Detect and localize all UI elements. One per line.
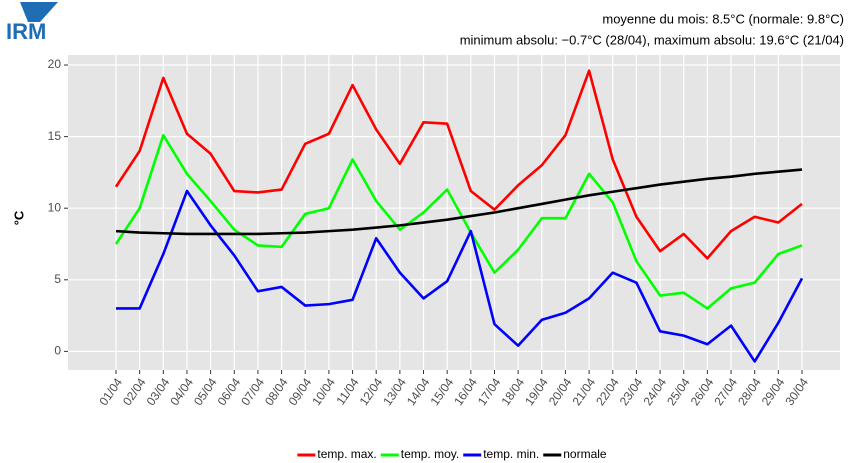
x-tick-label: 14/04 bbox=[404, 375, 433, 408]
x-tick-label: 17/04 bbox=[475, 375, 504, 408]
x-tick-label: 28/04 bbox=[735, 375, 764, 408]
y-tick-label: 10 bbox=[48, 200, 62, 214]
x-tick-label: 23/04 bbox=[617, 375, 646, 408]
x-tick-label: 06/04 bbox=[215, 375, 244, 408]
annotation: moyenne du mois: 8.5°C (normale: 9.8°C) bbox=[602, 11, 844, 26]
x-tick-label: 29/04 bbox=[759, 375, 788, 408]
x-tick-label: 04/04 bbox=[167, 375, 196, 408]
series-line bbox=[114, 69, 803, 260]
logo: IRM bbox=[6, 2, 58, 44]
x-tick-label: 10/04 bbox=[309, 375, 338, 408]
x-tick-label: 21/04 bbox=[569, 375, 598, 408]
series-line bbox=[116, 189, 804, 363]
x-tick-label: 13/04 bbox=[380, 375, 409, 408]
x-tick-label: 24/04 bbox=[640, 375, 669, 408]
logo-shape bbox=[20, 2, 58, 22]
series-line bbox=[114, 133, 803, 310]
series-line bbox=[115, 168, 803, 236]
y-tick-label: 0 bbox=[54, 344, 61, 358]
x-tick-label: 08/04 bbox=[262, 375, 291, 408]
x-tick-label: 03/04 bbox=[144, 375, 173, 408]
legend-label: normale bbox=[563, 447, 607, 461]
x-tick-label: 30/04 bbox=[782, 375, 811, 408]
x-tick-label: 22/04 bbox=[593, 375, 622, 408]
x-tick-label: 12/04 bbox=[357, 375, 386, 408]
annotation: minimum absolu: −0.7°C (28/04), maximum … bbox=[460, 32, 844, 47]
legend-label: temp. moy. bbox=[401, 447, 459, 461]
legend-label: temp. min. bbox=[483, 447, 539, 461]
x-tick-label: 15/04 bbox=[428, 375, 457, 408]
x-tick-label: 27/04 bbox=[711, 375, 740, 408]
x-tick-label: 05/04 bbox=[191, 375, 220, 408]
legend-label: temp. max. bbox=[317, 447, 376, 461]
x-tick-label: 26/04 bbox=[688, 375, 717, 408]
logo-text: IRM bbox=[6, 19, 46, 44]
x-tick-label: 16/04 bbox=[451, 375, 480, 408]
x-tick-label: 07/04 bbox=[238, 375, 267, 408]
x-tick-label: 19/04 bbox=[522, 375, 551, 408]
y-tick-label: 5 bbox=[54, 272, 61, 286]
x-tick-label: 09/04 bbox=[286, 375, 315, 408]
x-tick-label: 25/04 bbox=[664, 375, 693, 408]
y-axis-label: °C bbox=[11, 210, 26, 225]
y-tick-label: 20 bbox=[48, 57, 62, 71]
legend: temp. max. temp. moy. temp. min. normale bbox=[297, 447, 607, 461]
x-tick-label: 02/04 bbox=[120, 375, 149, 408]
x-tick-label: 01/04 bbox=[96, 375, 125, 408]
x-tick-label: 11/04 bbox=[333, 375, 361, 407]
x-tick-label: 20/04 bbox=[546, 375, 575, 408]
y-tick-label: 15 bbox=[48, 129, 62, 143]
plot-panel bbox=[68, 55, 840, 370]
x-tick-label: 18/04 bbox=[499, 375, 528, 408]
